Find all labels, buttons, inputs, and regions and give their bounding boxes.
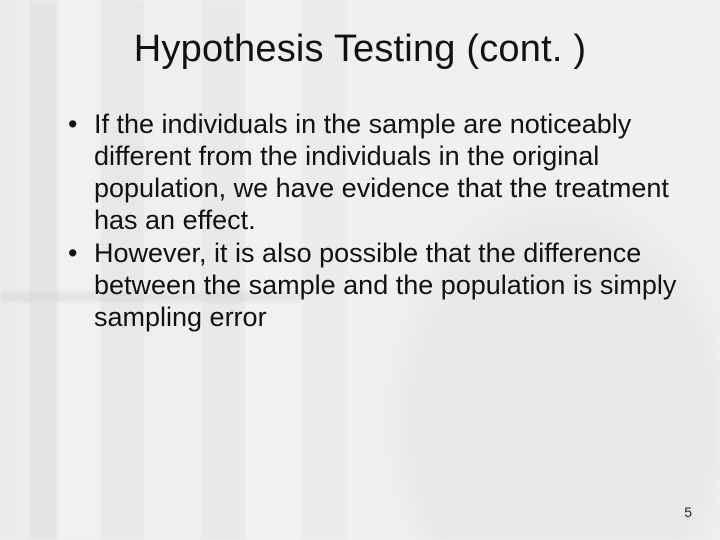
- slide-title: Hypothesis Testing (cont. ): [40, 28, 680, 71]
- bullet-list: If the individuals in the sample are not…: [40, 109, 680, 334]
- bullet-item: However, it is also possible that the di…: [68, 238, 680, 334]
- bullet-item: If the individuals in the sample are not…: [68, 109, 680, 236]
- page-number: 5: [684, 504, 692, 520]
- slide-container: Hypothesis Testing (cont. ) If the indiv…: [0, 0, 720, 540]
